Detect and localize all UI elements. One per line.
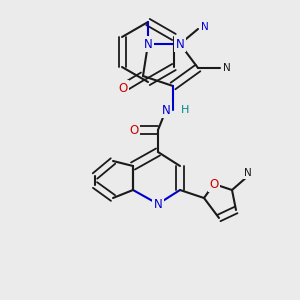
Text: O: O bbox=[118, 82, 127, 94]
Text: O: O bbox=[209, 178, 219, 190]
Text: N: N bbox=[144, 38, 152, 50]
Text: N: N bbox=[176, 38, 184, 50]
Text: N: N bbox=[154, 197, 162, 211]
Text: H: H bbox=[181, 105, 189, 115]
Text: N: N bbox=[162, 103, 170, 116]
Text: N: N bbox=[244, 168, 252, 178]
Text: N: N bbox=[223, 63, 231, 73]
Text: O: O bbox=[129, 124, 139, 136]
Text: N: N bbox=[201, 22, 209, 32]
